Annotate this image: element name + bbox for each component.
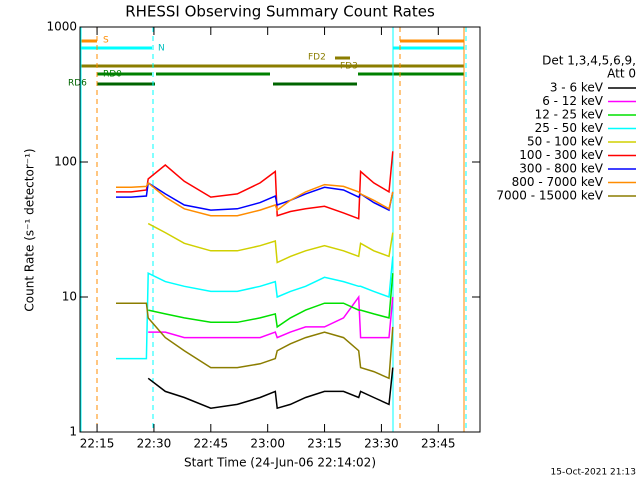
y-tick-label: 100: [54, 155, 77, 169]
series-line: [116, 256, 394, 360]
legend-label: 800 - 7000 keV: [512, 175, 604, 189]
series-line: [147, 367, 394, 410]
flag-label: FD3: [340, 62, 358, 72]
series-line: [116, 151, 394, 220]
series-line: [148, 294, 394, 339]
series-line: [116, 302, 394, 380]
x-tick-label: 23:45: [421, 437, 456, 451]
legend-label: 300 - 800 keV: [519, 162, 603, 176]
x-axis-label: Start Time (24-Jun-06 22:14:02): [184, 456, 376, 470]
legend-label: 12 - 25 keV: [535, 108, 604, 122]
x-tick-label: 22:45: [194, 437, 229, 451]
flag-label: RD6: [68, 79, 87, 89]
series-line: [147, 222, 394, 264]
footer: 15-Oct-2021 21:13: [551, 468, 636, 478]
y-tick-label: 1000: [46, 20, 77, 34]
flag-label: N: [158, 44, 165, 54]
legend-label: 6 - 12 keV: [542, 94, 604, 108]
x-tick-label: 23:00: [250, 437, 285, 451]
x-tick-label: 22:15: [80, 437, 115, 451]
flag-label: FD2: [308, 53, 326, 63]
flag-label: S: [103, 36, 109, 46]
series-line: [116, 181, 394, 217]
x-tick-label: 23:30: [364, 437, 399, 451]
event-lines: [80, 27, 467, 432]
plot-frame: [79, 26, 481, 433]
chart-title: RHESSI Observing Summary Count Rates: [125, 3, 435, 21]
legend-header: Att 0: [607, 67, 636, 81]
x-tick-label: 23:15: [307, 437, 342, 451]
y-axis-label: Count Rate (s⁻¹ detector⁻¹): [23, 148, 37, 311]
legend-label: 50 - 100 keV: [527, 135, 604, 149]
legend-header: Det 1,3,4,5,6,9,: [542, 54, 636, 68]
y-tick-label: 10: [62, 290, 77, 304]
flag-label: RD0: [103, 70, 122, 80]
x-tick-label: 22:30: [137, 437, 172, 451]
legend-label: 7000 - 15000 keV: [496, 189, 603, 203]
legend-label: 100 - 300 keV: [519, 148, 603, 162]
legend-label: 25 - 50 keV: [535, 121, 604, 135]
series-line: [148, 273, 394, 329]
legend-label: 3 - 6 keV: [550, 81, 604, 95]
y-tick-label: 1: [69, 425, 77, 439]
